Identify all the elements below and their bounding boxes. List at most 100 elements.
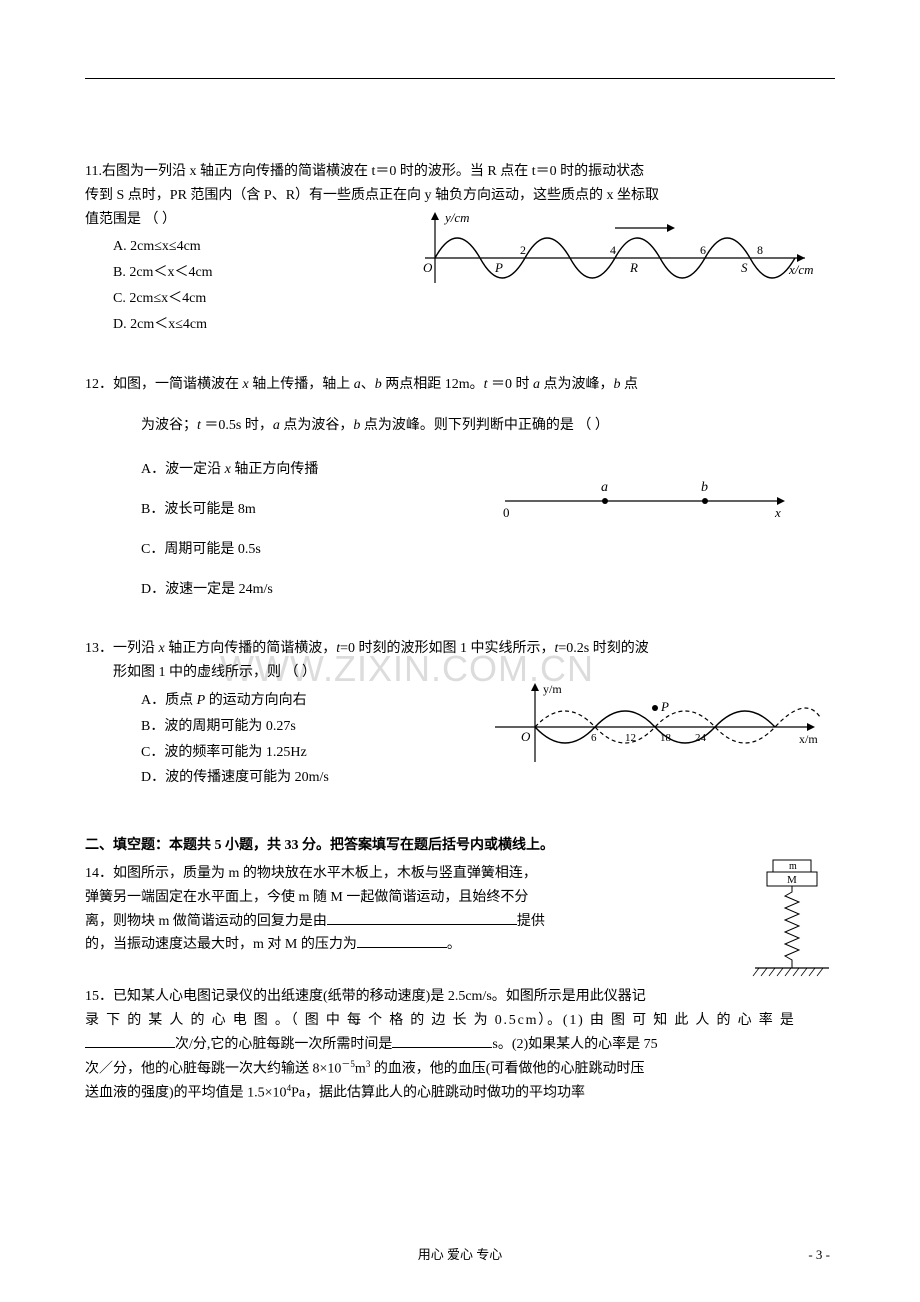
q15-l3b: s。(2)如果某人的心率是 75 [492,1037,657,1052]
q13-opt-b: B．波的周期可能为 0.27s [141,715,385,739]
q11-wave-svg: y/cm x/cm O 2 4 6 8 P R S [405,208,825,303]
q14-l4b: 。 [447,937,461,952]
q12-l2a: 为波谷； [141,418,197,433]
q13-l2: 形如图 1 中的虚线所示，则 （ ） [113,665,316,680]
q13-ylabel: y/m [543,682,562,696]
q14-l3a: 离，则物块 m 做简谐运动的回复力是由 [85,914,327,929]
q12-text: 12．如图，一简谐横波在 x 轴上传播，轴上 a、b 两点相距 12m。t ＝0… [85,373,835,397]
q11-opt-c: C. 2cm≤x＜4cm [113,287,285,311]
q11-chart: y/cm x/cm O 2 4 6 8 P R S [405,208,825,312]
q15-l4b: m [355,1061,366,1076]
q11-origin: O [423,260,433,275]
q12-l1bl: b [375,377,382,392]
q11-P: P [494,260,503,275]
q15-l4c: 的血液，他的血压(可看做他的心脏跳动时压 [370,1061,644,1076]
q12-line2: 为波谷；t ＝0.5s 时，a 点为波谷，b 点为波峰。则下列判断中正确的是 （… [85,414,835,438]
q12-x: x [774,505,781,520]
q14-l2: 弹簧另一端固定在水平面上，今使 m 随 M 一起做简谐运动，且始终不分 [85,890,528,905]
question-15: 15．已知某人心电图记录仪的出纸速度(纸带的移动速度)是 2.5cm/s。如图所… [85,985,835,1105]
q13-num: 13． [85,641,113,656]
q13-opt-d: D．波的传播速度可能为 20m/s [141,766,385,790]
q14-blank1 [327,911,517,925]
q13-x6: 6 [591,732,597,744]
q14-num: 14． [85,866,113,881]
q12-l1a: 如图，一简谐横波在 [113,377,243,392]
q15-l5b: Pa，据此估算此人的心脏跳动时做功的平均功率 [291,1086,585,1101]
q12-l1d: 两点相距 12m。 [382,377,484,392]
q12-l1a2: a [533,377,540,392]
page-content: 11.右图为一列沿 x 轴正方向传播的简谐横波在 t＝0 时的波形。当 R 点在… [85,160,835,1105]
q11-l2: 传到 S 点时，PR 范围内（含 P、R）有一些质点正在向 y 轴负方向运动，这… [85,188,659,203]
q12-line-svg: a b 0 x [495,473,795,523]
q13-l1a: 一列沿 [113,641,159,656]
q13-origin: O [521,729,531,744]
q12-l2d: 点为波峰。则下列判断中正确的是 （ ） [360,418,609,433]
q14-M: M [787,874,797,886]
q13-options: A．质点 P 的运动方向向右 B．波的周期可能为 0.27s C．波的频率可能为… [85,689,385,790]
q11-ylabel: y/cm [443,210,470,225]
q15-l5a: 送血液的强度)的平均值是 1.5×10 [85,1086,287,1101]
q12-l1b2: b [614,377,621,392]
q15-exp1: －5 [341,1059,355,1069]
q14-blank2 [357,934,447,948]
q15-l3a: 次/分,它的心脏每跳一次所需时间是 [175,1037,392,1052]
q12-l1f: 点为波峰， [540,377,614,392]
q14-diagram: m M [745,856,835,995]
q15-num: 15． [85,989,113,1004]
q14-l4a: 的，当振动速度达最大时，m 对 M 的压力为 [85,937,357,952]
q12-options: A．波一定沿 x 轴正方向传播 B．波长可能是 8m C．周期可能是 0.5s … [85,458,385,601]
q12-l2al: a [273,418,280,433]
question-11: 11.右图为一列沿 x 轴正方向传播的简谐横波在 t＝0 时的波形。当 R 点在… [85,160,835,337]
q15-body: 15．已知某人心电图记录仪的出纸速度(纸带的移动速度)是 2.5cm/s。如图所… [85,985,835,1105]
q11-opt-d: D. 2cm＜x≤4cm [113,313,285,337]
q12-0: 0 [503,505,510,520]
section2-title: 二、填空题：本题共 5 小题，共 33 分。把答案填写在题后括号内或横线上。 [85,834,835,858]
q12-opt-a: A．波一定沿 x 轴正方向传播 [141,458,385,482]
q15-l4a: 次／分，他的心脏每跳一次大约输送 8×10 [85,1061,341,1076]
q12-l1b: 轴上传播，轴上 [249,377,354,392]
q13-wave-svg: y/m x/m O P 6 12 18 24 [485,677,825,777]
q11-x8: 8 [757,243,763,257]
q12-opt-d: D．波速一定是 24m/s [141,578,385,602]
q13-chart: y/m x/m O P 6 12 18 24 [485,677,825,786]
q13-l1c: =0 时刻的波形如图 1 中实线所示， [340,641,554,656]
question-13: 13．一列沿 x 轴正方向传播的简谐横波，t=0 时刻的波形如图 1 中实线所示… [85,637,835,790]
page-number: - 3 - [808,1244,830,1266]
q13-P: P [660,699,669,714]
q12-chart: a b 0 x [495,473,795,532]
q13-opt-c: C．波的频率可能为 1.25Hz [141,741,385,765]
top-rule [85,78,835,79]
q12-l1e: ＝0 时 [488,377,534,392]
q11-l3: 值范围是 （ ） [85,212,176,227]
q11-x2: 2 [520,243,526,257]
q14-body: 14．如图所示，质量为 m 的物块放在水平木板上，木板与竖直弹簧相连， 弹簧另一… [85,862,835,957]
q12-opt-b: B．波长可能是 8m [141,498,385,522]
q13-l1b: 轴正方向传播的简谐横波， [165,641,337,656]
question-12: 12．如图，一简谐横波在 x 轴上传播，轴上 a、b 两点相距 12m。t ＝0… [85,373,835,602]
q12-l1al: a [354,377,361,392]
q13-xlabel: x/m [799,732,818,746]
q15-blank2 [392,1034,492,1048]
q13-x24: 24 [695,732,707,744]
q15-blank1 [85,1034,175,1048]
q12-l1g: 点 [621,377,639,392]
q12-l2c: 点为波谷， [280,418,354,433]
q11-opt-b: B. 2cm＜x＜4cm [113,261,285,285]
q12-num: 12． [85,377,113,392]
q12-l2b: ＝0.5s 时， [201,418,273,433]
footer: 用心 爱心 专心 [0,1244,920,1266]
q14-l1: 如图所示，质量为 m 的物块放在水平木板上，木板与竖直弹簧相连， [113,866,537,881]
q15-l2: 录 下 的 某 人 的 心 电 图 。（ 图 中 每 个 格 的 边 长 为 0… [85,1013,796,1028]
q15-l1: 已知某人心电图记录仪的出纸速度(纸带的移动速度)是 2.5cm/s。如图所示是用… [113,989,646,1004]
q13-l1d: =0.2s 时刻的波 [558,641,648,656]
q13-opt-a: A．质点 P 的运动方向向右 [141,689,385,713]
q13-x18: 18 [660,732,672,744]
q11-S: S [741,260,748,275]
q11-x6: 6 [700,243,706,257]
q14-l3b: 提供 [517,914,545,929]
q11-options: A. 2cm≤x≤4cm B. 2cm＜x＜4cm C. 2cm≤x＜4cm D… [85,235,285,336]
q11-opt-a: A. 2cm≤x≤4cm [113,235,285,259]
question-14: 14．如图所示，质量为 m 的物块放在水平木板上，木板与竖直弹簧相连， 弹簧另一… [85,862,835,957]
q14-spring-svg: m M [745,856,835,986]
q11-l1: 右图为一列沿 x 轴正方向传播的简谐横波在 t＝0 时的波形。当 R 点在 t＝… [102,164,644,179]
